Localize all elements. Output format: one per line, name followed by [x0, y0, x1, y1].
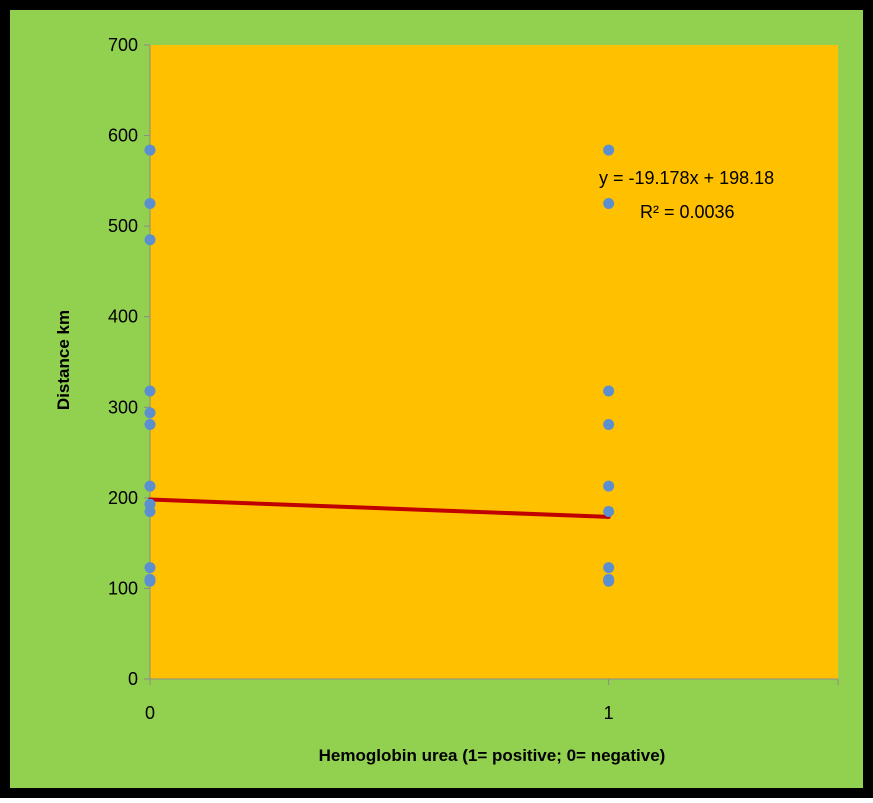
data-point [144, 234, 156, 246]
data-point [144, 480, 156, 492]
data-point [144, 144, 156, 156]
y-tick-label: 500 [108, 216, 138, 236]
data-point [603, 418, 615, 430]
data-point [144, 198, 156, 209]
y-tick-label: 700 [108, 35, 138, 55]
y-tick-label: 400 [108, 307, 138, 327]
data-point [603, 385, 615, 397]
y-tick-label: 300 [108, 397, 138, 417]
data-point [603, 198, 615, 209]
x-tick-label: 1 [604, 703, 614, 723]
y-axis-title: Distance km [54, 310, 73, 410]
data-point [144, 407, 156, 419]
x-axis-title: Hemoglobin urea (1= positive; 0= negativ… [319, 746, 666, 765]
trendline [148, 497, 611, 519]
y-tick-label: 100 [108, 578, 138, 598]
data-point [603, 562, 615, 574]
data-point [144, 574, 156, 586]
trendline-line [148, 497, 611, 519]
trendline-r-squared: R² = 0.0036 [640, 202, 735, 222]
data-point [144, 505, 156, 517]
data-point [603, 505, 615, 517]
data-point [144, 418, 156, 430]
plot-area [150, 45, 838, 679]
x-tick-label: 0 [145, 703, 155, 723]
data-point [144, 562, 156, 574]
y-tick-label: 0 [128, 669, 138, 689]
trendline-equation: y = -19.178x + 198.18 [599, 168, 774, 188]
y-tick-label: 600 [108, 126, 138, 146]
data-point [603, 480, 615, 492]
data-points [144, 144, 615, 587]
data-point [603, 575, 615, 587]
y-tick-label: 200 [108, 488, 138, 508]
data-point [603, 144, 615, 156]
data-point [144, 385, 156, 397]
